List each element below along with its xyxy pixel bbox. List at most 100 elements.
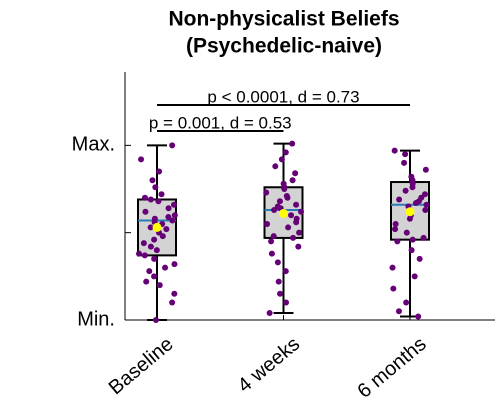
data-point [162,264,169,271]
annotation: p < 0.0001, d = 0.73 [207,87,359,106]
data-point [165,205,172,212]
data-point [163,226,170,233]
data-point [159,233,166,240]
data-point [422,206,429,213]
data-point [171,290,178,297]
data-point [402,187,409,194]
data-point [155,198,162,205]
data-point [170,201,177,208]
data-point [268,250,275,257]
data-point [282,149,289,156]
data-point [275,278,282,285]
y-tick-label: Max. [72,134,115,156]
data-point [156,282,163,289]
data-point [142,208,149,215]
data-point [403,229,410,236]
data-point [416,255,423,262]
data-point [389,264,396,271]
chart-title: (Psychedelic-naive) [186,35,382,58]
data-point [152,184,159,191]
data-point [151,273,158,280]
data-point [264,220,271,227]
data-point [290,234,297,241]
data-point [165,213,172,220]
data-point [395,308,402,315]
data-point [282,268,289,275]
data-point [138,156,145,163]
data-point [292,170,299,177]
data-point [147,243,154,250]
data-point [149,177,156,184]
x-tick-label: 4 weeks [234,333,304,397]
data-point [402,151,409,158]
data-point [408,247,415,254]
data-point [293,219,300,226]
data-point [143,278,150,285]
data-point [284,194,291,201]
data-point [422,166,429,173]
data-point [136,250,143,257]
data-point [158,191,165,198]
data-point [411,273,418,280]
data-point [277,290,284,297]
data-point [156,168,163,175]
data-point [140,240,147,247]
data-point [285,224,292,231]
data-point [169,217,176,224]
data-point [151,236,158,243]
data-point [406,215,413,222]
data-point [295,243,302,250]
data-point [281,186,288,193]
data-point [415,313,422,320]
data-point [409,236,416,243]
data-point [298,208,305,215]
data-point [288,212,295,219]
data-point [403,299,410,306]
data-point [272,163,279,170]
data-point [409,184,416,191]
data-point [394,238,401,245]
data-point [283,299,290,306]
data-point [412,199,419,206]
data-point [141,252,148,259]
data-point [147,224,154,231]
data-point [270,233,277,240]
data-point [263,189,270,196]
data-point [153,247,160,254]
data-point [293,201,300,208]
data-point [391,147,398,154]
x-tick-label: 6 months [353,333,430,403]
data-point [147,196,154,203]
data-point [278,156,285,163]
data-point [296,229,303,236]
x-tick-label: Baseline [105,333,178,399]
data-point [271,206,278,213]
data-point [401,159,408,166]
data-point [151,255,158,262]
data-point [169,299,176,306]
data-point [268,238,275,245]
data-point [276,198,283,205]
data-point [423,201,430,208]
data-point [152,317,159,323]
data-point [146,268,153,275]
data-point [274,259,281,266]
chart-title: Non-physicalist Beliefs [168,8,399,31]
data-point [390,285,397,292]
data-point [171,212,178,219]
data-point [266,310,273,317]
annotation: p = 0.001, d = 0.53 [149,113,292,132]
data-point [396,196,403,203]
data-point [392,220,399,227]
data-point [141,194,148,201]
mean-marker [279,208,288,218]
data-point [392,226,399,233]
y-tick-label: Min. [77,308,115,330]
data-point [169,142,176,149]
mean-marker [152,222,162,232]
data-point [289,177,296,184]
data-point [289,140,296,147]
mean-marker [405,207,415,217]
data-point [420,234,427,241]
